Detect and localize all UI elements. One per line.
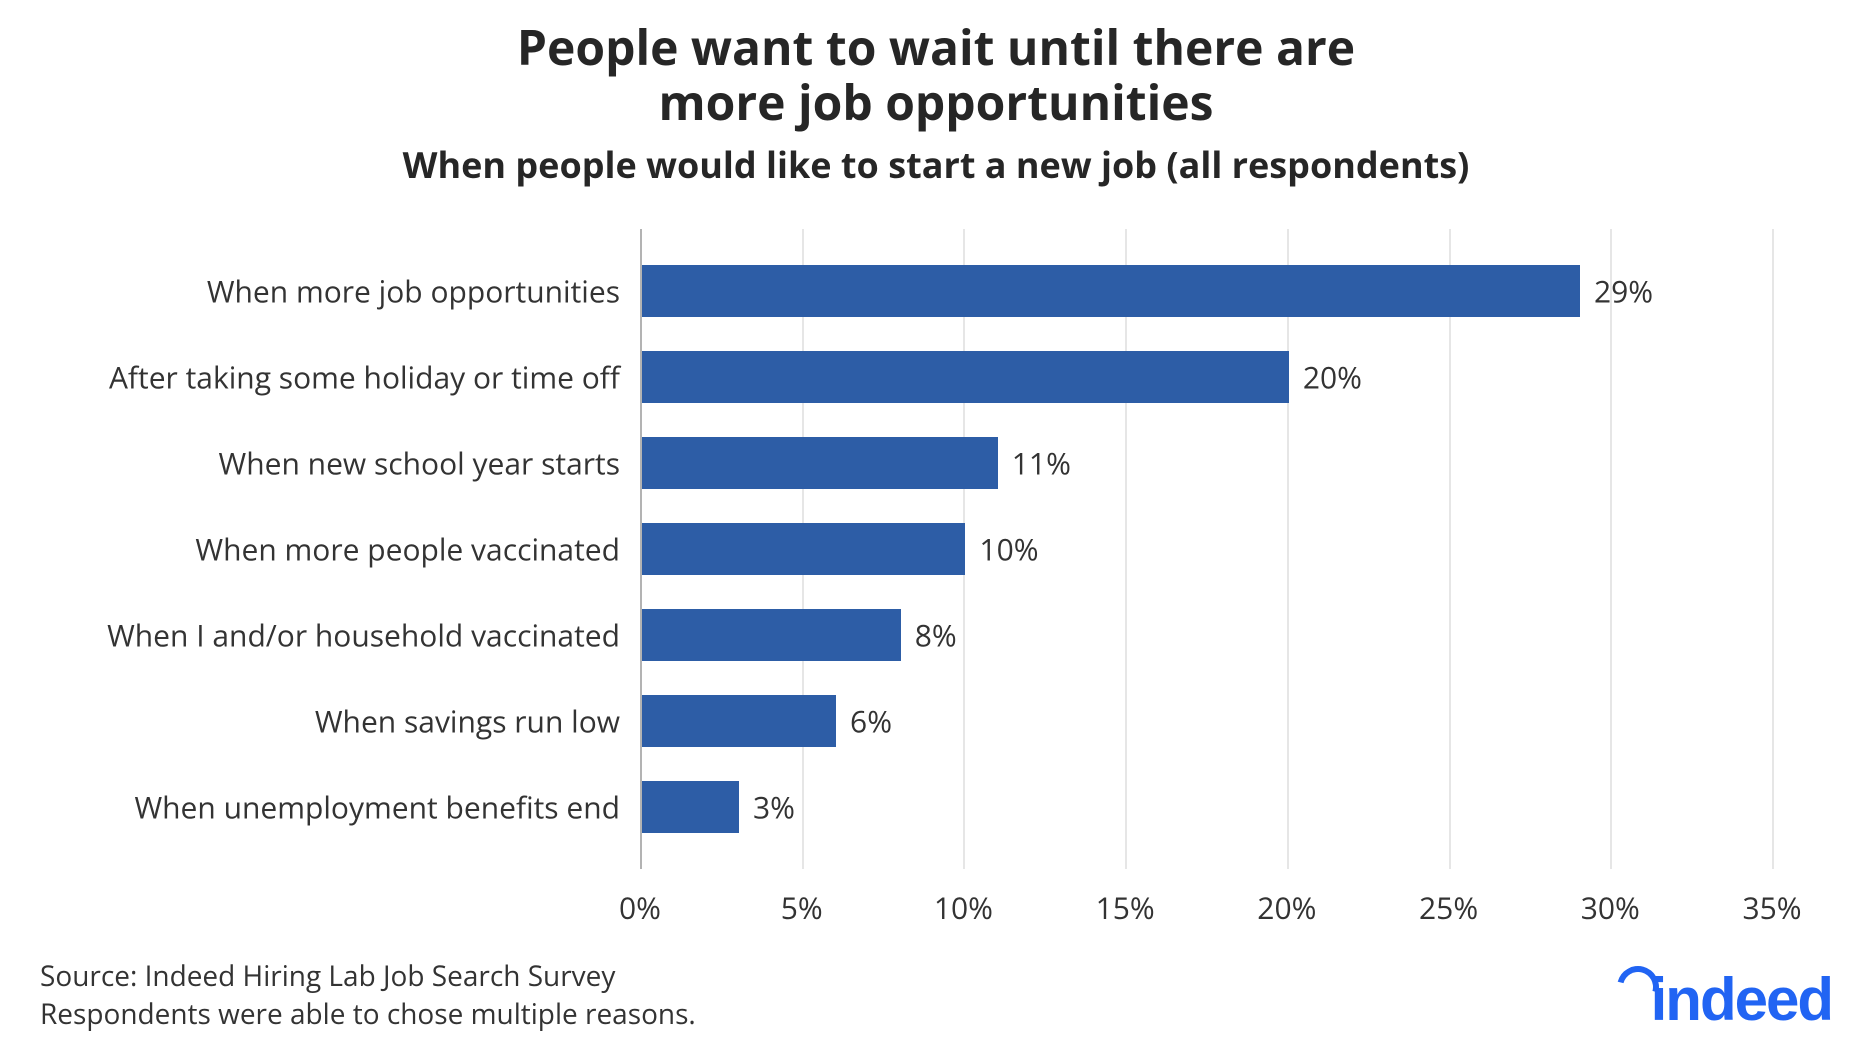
x-tick-label: 35%: [1742, 887, 1801, 928]
bar-value-label: 3%: [739, 787, 795, 828]
y-axis-line: [640, 229, 642, 869]
chart-title-line2: more job opportunities: [40, 75, 1832, 130]
source-line-2: Respondents were able to chose multiple …: [40, 996, 696, 1034]
gridline: [1772, 229, 1774, 869]
indeed-logo: indeed: [1617, 965, 1832, 1034]
x-tick-label: 5%: [781, 887, 823, 928]
category-label: When new school year starts: [219, 443, 640, 484]
bar-value-label: 6%: [836, 701, 892, 742]
source-line-1: Source: Indeed Hiring Lab Job Search Sur…: [40, 958, 696, 996]
x-axis: 0%5%10%15%20%25%30%35%: [640, 869, 1772, 929]
bar-row: When savings run low6%: [640, 695, 1772, 747]
bar-value-label: 8%: [901, 615, 957, 656]
bar-row: When I and/or household vaccinated8%: [640, 609, 1772, 661]
bar-value-label: 20%: [1289, 357, 1362, 398]
logo-text: indeed: [1651, 965, 1832, 1034]
title-block: People want to wait until there are more…: [40, 20, 1832, 189]
bar: 11%: [642, 437, 998, 489]
category-label: When savings run low: [315, 701, 640, 742]
x-tick-label: 0%: [619, 887, 661, 928]
bar-value-label: 10%: [965, 529, 1038, 570]
bar: 8%: [642, 609, 901, 661]
category-label: When more job opportunities: [207, 271, 640, 312]
chart-subtitle: When people would like to start a new jo…: [40, 140, 1832, 189]
bar-row: When new school year starts11%: [640, 437, 1772, 489]
bar-value-label: 29%: [1580, 271, 1653, 312]
x-tick-label: 10%: [934, 887, 993, 928]
category-label: When unemployment benefits end: [134, 787, 640, 828]
x-tick-label: 30%: [1581, 887, 1640, 928]
bar: 6%: [642, 695, 836, 747]
source-block: Source: Indeed Hiring Lab Job Search Sur…: [40, 958, 696, 1034]
bar: 10%: [642, 523, 965, 575]
bar: 29%: [642, 265, 1580, 317]
chart-footer: Source: Indeed Hiring Lab Job Search Sur…: [40, 958, 1832, 1034]
bar: 20%: [642, 351, 1289, 403]
bar-row: After taking some holiday or time off20%: [640, 351, 1772, 403]
x-tick-label: 25%: [1419, 887, 1478, 928]
x-tick-label: 20%: [1257, 887, 1316, 928]
x-tick-label: 15%: [1096, 887, 1155, 928]
plot-area: When more job opportunities29% After taki…: [640, 229, 1772, 869]
bar-row: When more job opportunities29%: [640, 265, 1772, 317]
bar: 3%: [642, 781, 739, 833]
category-label: After taking some holiday or time off: [109, 357, 640, 398]
category-label: When I and/or household vaccinated: [107, 615, 640, 656]
chart-container: People want to wait until there are more…: [40, 20, 1832, 1042]
category-label: When more people vaccinated: [195, 529, 640, 570]
bar-row: When more people vaccinated10%: [640, 523, 1772, 575]
chart-title-line1: People want to wait until there are: [40, 20, 1832, 75]
bar-row: When unemployment benefits end3%: [640, 781, 1772, 833]
bar-value-label: 11%: [998, 443, 1071, 484]
